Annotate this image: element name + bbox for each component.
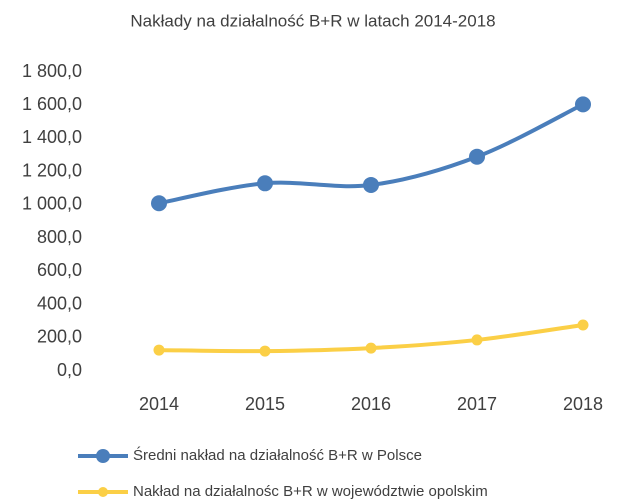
y-tick-label: 400,0	[37, 293, 82, 313]
marker	[365, 342, 377, 354]
marker	[471, 334, 483, 346]
x-tick-label: 2016	[351, 394, 391, 414]
legend-marker	[98, 487, 108, 497]
marker	[575, 96, 591, 113]
y-tick-label: 200,0	[37, 327, 82, 347]
y-tick-label: 800,0	[37, 227, 82, 247]
x-tick-label: 2018	[563, 394, 603, 414]
legend-marker	[96, 449, 110, 463]
x-tick-label: 2015	[245, 394, 285, 414]
marker	[151, 195, 167, 212]
marker	[469, 148, 485, 165]
y-tick-label: 1 200,0	[22, 160, 82, 180]
y-tick-label: 1 800,0	[22, 61, 82, 81]
marker	[363, 176, 379, 193]
y-tick-label: 600,0	[37, 260, 82, 280]
marker	[577, 319, 589, 331]
y-tick-label: 1 600,0	[22, 94, 82, 114]
marker	[153, 344, 165, 356]
chart-title: Nakłady na działalność B+R w latach 2014…	[130, 11, 495, 30]
marker	[257, 175, 273, 192]
x-tick-label: 2017	[457, 394, 497, 414]
x-tick-label: 2014	[139, 394, 179, 414]
legend-label: Średni nakład na działalność B+R w Polsc…	[133, 446, 422, 464]
y-tick-label: 0,0	[57, 360, 82, 380]
legend-label: Nakład na działalnośc B+R w województwie…	[133, 483, 488, 500]
y-tick-label: 1 000,0	[22, 194, 82, 214]
marker	[259, 345, 271, 357]
y-tick-label: 1 400,0	[22, 127, 82, 147]
